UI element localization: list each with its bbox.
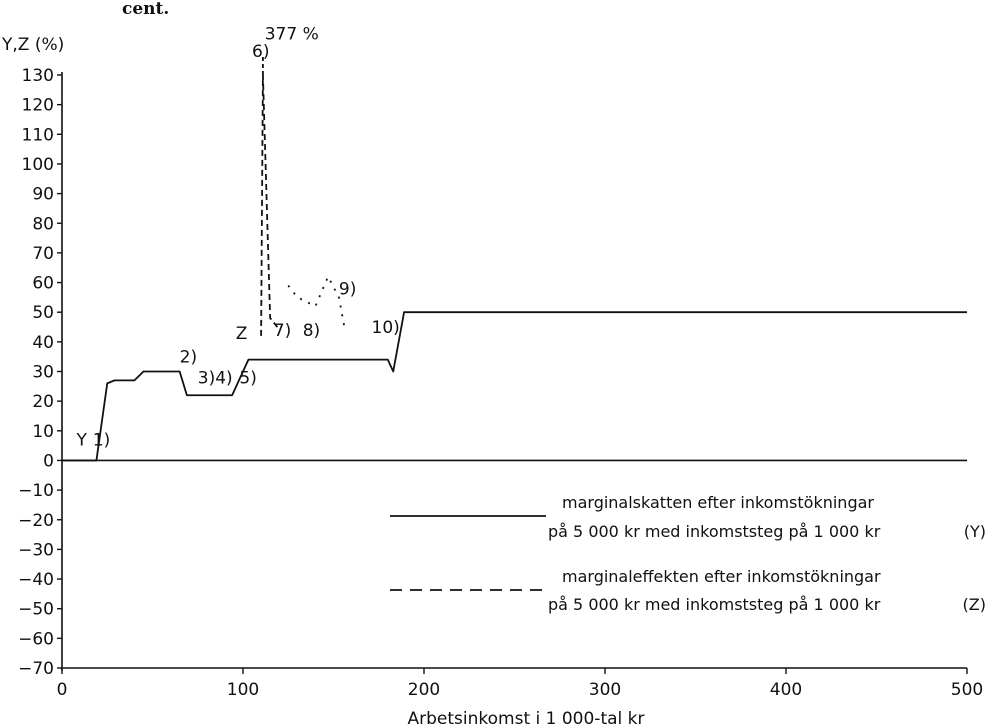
x-tick-label: 400 — [770, 680, 802, 700]
series-line-Z — [260, 74, 279, 336]
y-tick-label: 100 — [22, 155, 54, 175]
x-axis-label: Arbetsinkomst i 1 000-tal kr — [408, 709, 645, 728]
header-fragment: cent. — [122, 0, 169, 19]
legend-tag: (Z) — [963, 595, 986, 614]
y-tick-label: −50 — [18, 600, 54, 620]
y-tick-label: 130 — [22, 66, 54, 86]
y-tick-label: 70 — [32, 244, 54, 264]
x-tick-label: 500 — [951, 680, 983, 700]
y-tick-label: 80 — [32, 214, 54, 234]
y-tick-label: 90 — [32, 185, 54, 205]
axes: 1301201101009080706050403020100−10−20−30… — [18, 66, 983, 700]
series-layer — [62, 54, 967, 462]
annotation-label: 377 % — [265, 24, 319, 44]
legend-tag: (Y) — [964, 522, 986, 541]
annotation-label: 8) — [303, 321, 320, 341]
annotation-label: 9) — [339, 279, 356, 299]
annotation-layer: 377 %6) Y 1) 2)3)4) 5) Z 7) 8) 9) 10) — [75, 24, 399, 450]
annotation-label: Y — [75, 431, 87, 451]
y-tick-label: −10 — [18, 481, 54, 501]
y-tick-label: −40 — [18, 570, 54, 590]
y-tick-label: 0 — [43, 451, 54, 471]
legend-text-line2: på 5 000 kr med inkomststeg på 1 000 kr — [548, 522, 881, 541]
y-tick-label: −30 — [18, 540, 54, 560]
y-tick-label: 60 — [32, 274, 54, 294]
y-tick-label: −70 — [18, 659, 54, 679]
y-tick-label: 20 — [32, 392, 54, 412]
legend-text-line1: marginalskatten efter inkomstökningar — [562, 493, 874, 512]
legend-text-line2: på 5 000 kr med inkomststeg på 1 000 kr — [548, 595, 881, 614]
annotation-label: 1) — [93, 431, 110, 451]
y-axis-label: Y,Z (%) — [1, 35, 64, 55]
annotation-label: 3)4) — [198, 368, 233, 388]
y-tick-label: 30 — [32, 363, 54, 383]
series-line-Z-scattered — [287, 275, 346, 328]
y-tick-label: 10 — [32, 422, 54, 442]
annotation-label: 2) — [180, 348, 197, 368]
annotation-label: 10) — [372, 318, 400, 338]
y-tick-label: 110 — [22, 125, 54, 145]
annotation-label: 5) — [239, 368, 256, 388]
legend-text-line1: marginaleffekten efter inkomstökningar — [562, 567, 881, 586]
y-tick-label: 120 — [22, 96, 54, 116]
annotation-label: 7) — [274, 321, 291, 341]
legend: marginalskatten efter inkomstökningar på … — [390, 493, 986, 614]
y-tick-label: 50 — [32, 303, 54, 323]
x-tick-label: 100 — [227, 680, 259, 700]
series-line-Y — [62, 311, 967, 462]
annotation-label: Z — [236, 324, 248, 344]
x-tick-label: 0 — [57, 680, 68, 700]
x-tick-label: 300 — [589, 680, 621, 700]
y-tick-label: −60 — [18, 629, 54, 649]
y-tick-label: −20 — [18, 511, 54, 531]
annotation-label: 6) — [252, 42, 269, 62]
x-tick-label: 200 — [408, 680, 440, 700]
y-tick-label: 40 — [32, 333, 54, 353]
